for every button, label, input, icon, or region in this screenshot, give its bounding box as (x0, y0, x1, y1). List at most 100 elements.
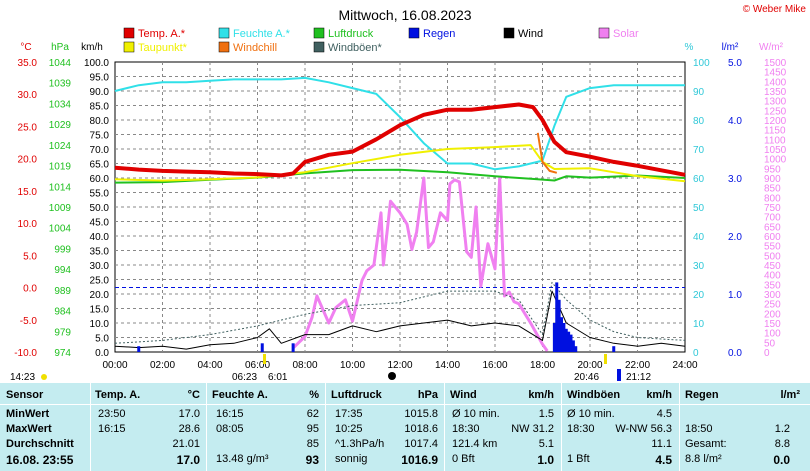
temp-axis-tick-label: -10.0 (14, 348, 37, 359)
copyright-credit: © Weber Mike (743, 4, 807, 15)
table-cell-label: MinWert (6, 408, 50, 420)
time-tick-label: 08:00 (292, 360, 317, 371)
legend-label: Wind (518, 28, 543, 40)
hum-axis-tick-label: 40 (693, 232, 705, 243)
solar-axis-tick-label: 150 (764, 319, 781, 330)
wind-axis-tick-label: 0.0 (95, 348, 109, 359)
series-line-windchill (536, 132, 558, 174)
hum-axis-tick-label: 80 (693, 116, 705, 127)
press-axis-tick-label: 1034 (49, 99, 72, 110)
table-cell-press: 1018.6 (404, 423, 438, 435)
rain-axis-tick-label: 5.0 (728, 58, 742, 69)
hum-axis-tick-label: 60 (693, 174, 705, 185)
wind-axis-tick-label: 55.0 (90, 189, 110, 200)
rain-bar (560, 317, 563, 352)
press-axis-tick-label: 979 (54, 327, 71, 338)
solar-axis-tick-label: 1050 (764, 145, 787, 156)
table-cell-wind-desc: 18:30 (452, 423, 480, 435)
table-header-gust-unit: km/h (646, 389, 672, 401)
solar-axis-tick-label: 1000 (764, 155, 787, 166)
hum-axis-tick-label: 50 (693, 203, 705, 214)
wind-axis-tick-label: 40.0 (90, 232, 110, 243)
solar-axis-tick-label: 100 (764, 329, 781, 340)
hum-axis-tick-label: 90 (693, 87, 705, 98)
legend-label: Feuchte A.* (233, 28, 291, 40)
legend-swatch (218, 41, 230, 53)
solar-axis-tick-label: 850 (764, 184, 781, 195)
solar-axis-tick-label: 1450 (764, 68, 787, 79)
time-tick-label: 12:00 (387, 360, 412, 371)
wind-axis-tick-label: 100.0 (84, 58, 109, 69)
press-axis-tick-label: 1024 (49, 141, 72, 152)
solar-axis-tick-label: 200 (764, 309, 781, 320)
rain-bar (137, 346, 141, 352)
rain-bar (555, 282, 559, 352)
wind-axis-tick-label: 20.0 (90, 290, 110, 301)
sunrise-time: 06:23 (232, 372, 257, 383)
rain-bar (571, 340, 575, 352)
table-cell-rain-desc: Gesamt: (685, 438, 727, 450)
legend-label: Windchill (233, 42, 277, 54)
solar-axis-tick-label: 650 (764, 222, 781, 233)
temp-axis-tick-label: 15.0 (18, 187, 38, 198)
table-cell-wind: 5.1 (538, 438, 554, 450)
time-tick-label: 20:00 (577, 360, 602, 371)
table-cell-temp: 21.01 (172, 438, 200, 450)
table-cell-gust-desc: 1 Bft (567, 453, 590, 465)
series-line-temp-a (114, 102, 686, 178)
table-cell-hum: 85 (306, 438, 319, 450)
press-axis-tick-label: 1044 (49, 58, 72, 69)
sun-moon-markers: 14:23 06:23 6:01 20:46 21:12 (10, 354, 651, 383)
press-axis-tick-label: 1014 (49, 182, 72, 193)
sunset-marker (604, 354, 607, 364)
table-cell-gust-desc: 18:30 (567, 423, 595, 435)
table-cell-hum-time: 16:15 (216, 408, 244, 420)
table-header-gust: Windböen (567, 389, 621, 401)
time-tick-label: 22:00 (625, 360, 650, 371)
table-cell-gust: 4.5 (656, 408, 672, 420)
table-cell-rain-desc: 8.8 l/m² (685, 453, 722, 465)
temp-axis-tick-label: 20.0 (18, 155, 38, 166)
solar-axis-tick-label: 1400 (764, 77, 787, 88)
wind-axis-tick-label: 70.0 (90, 145, 110, 156)
table-cell-gust-desc: Ø 10 min. (567, 408, 615, 420)
table-cell-press: 1017.4 (404, 438, 438, 450)
table-cell-temp: 17.0 (178, 408, 200, 420)
table-cell-temp-time: 16:15 (98, 423, 126, 435)
solar-axis-tick-label: 50 (764, 338, 776, 349)
solar-axis-tick-label: 1350 (764, 87, 787, 98)
rain-axis-tick-label: 2.0 (728, 232, 742, 243)
time-tick-label: 02:00 (150, 360, 175, 371)
legend-label: Windböen* (328, 42, 383, 54)
table-cell-temp: 28.6 (178, 423, 200, 435)
statistics-table: Sensor Temp. A. °C Feuchte A. % Luftdruc… (0, 383, 810, 471)
table-cell-gust: W-NW 56.3 (615, 423, 672, 435)
hum-axis-tick-label: 0 (693, 348, 699, 359)
wind-axis-tick-label: 10.0 (90, 319, 110, 330)
press-axis-tick-label: 1004 (49, 224, 72, 235)
rain-axis-tick-label: 3.0 (728, 174, 742, 185)
solar-axis-tick-label: 250 (764, 300, 781, 311)
temp-axis-tick-label: 0.0 (23, 284, 37, 295)
legend-label: Solar (613, 28, 639, 40)
table-cell-temp-time: 23:50 (98, 408, 126, 420)
solar-axis-tick-label: 750 (764, 203, 781, 214)
table-cell-press-time: ^1.3hPa/h (335, 438, 385, 450)
solar-axis-tick-label: 1200 (764, 116, 787, 127)
solar-unit-label: W/m² (759, 42, 784, 53)
temp-axis-tick-label: 35.0 (18, 58, 38, 69)
hum-unit-label: % (685, 42, 694, 53)
table-header-press: Luftdruck (331, 389, 382, 401)
rain-bar (574, 346, 578, 352)
rain-axis-tick-label: 4.0 (728, 116, 742, 127)
table-cell-hum: 62 (306, 408, 319, 420)
table-cell-wind-desc: Ø 10 min. (452, 408, 500, 420)
solar-axis-tick-label: 450 (764, 261, 781, 272)
solar-axis-tick-label: 1500 (764, 58, 787, 69)
legend-swatch (313, 27, 325, 39)
legend-label: Regen (423, 28, 455, 40)
table-header-press-unit: hPa (417, 389, 438, 401)
table-header-rain-unit: l/m² (780, 389, 800, 401)
solar-axis-tick-label: 900 (764, 174, 781, 185)
wind-axis-tick-label: 95.0 (90, 73, 110, 84)
